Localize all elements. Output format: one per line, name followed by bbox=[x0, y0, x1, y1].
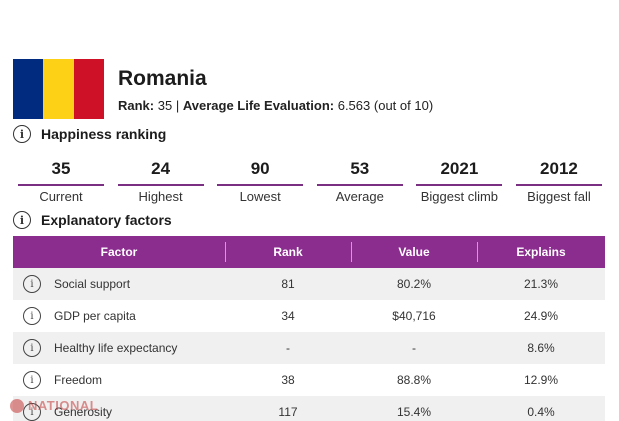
explains-cell: 12.9% bbox=[523, 373, 559, 387]
stat-value: 2012 bbox=[540, 159, 578, 178]
rank-summary: Rank: 35 | Average Life Evaluation: 6.56… bbox=[118, 98, 433, 113]
header-value: Value bbox=[351, 236, 477, 268]
rank-cell: 117 bbox=[278, 405, 298, 419]
stat-label: Biggest fall bbox=[527, 189, 591, 204]
header-rank: Rank bbox=[225, 236, 351, 268]
stat-current: 35 Current bbox=[18, 158, 104, 204]
factor-cell: i Healthy life expectancy bbox=[13, 339, 225, 357]
country-flag bbox=[13, 59, 104, 119]
table-row: i Freedom 38 88.8% 12.9% bbox=[13, 364, 605, 396]
rank-cell: 34 bbox=[281, 309, 295, 323]
stat-divider bbox=[416, 184, 503, 186]
info-icon[interactable]: i bbox=[23, 275, 41, 293]
watermark-dot-icon bbox=[10, 398, 24, 413]
stat-value: 24 bbox=[151, 159, 171, 178]
info-icon[interactable]: i bbox=[23, 371, 41, 389]
stat-label: Lowest bbox=[239, 189, 281, 204]
stat-label: Average bbox=[335, 189, 384, 204]
factor-cell: i Freedom bbox=[13, 371, 225, 389]
value-cell: 80.2% bbox=[396, 277, 432, 291]
explains-cell: 0.4% bbox=[527, 405, 555, 419]
factor-cell: i Social support bbox=[13, 275, 225, 293]
factor-cell: i GDP per capita bbox=[13, 307, 225, 325]
country-name: Romania bbox=[118, 67, 207, 90]
explains-cell: 24.9% bbox=[523, 309, 559, 323]
explanatory-factors-heading: i Explanatory factors bbox=[13, 211, 172, 229]
value-cell: - bbox=[412, 341, 416, 355]
value-cell: 15.4% bbox=[396, 405, 432, 419]
factor-name: Social support bbox=[54, 277, 131, 291]
stat-biggest-climb: 2021 Biggest climb bbox=[416, 158, 503, 204]
stat-label: Highest bbox=[138, 189, 183, 204]
info-icon[interactable]: i bbox=[13, 211, 31, 229]
stat-label: Biggest climb bbox=[420, 189, 499, 204]
factor-name: Healthy life expectancy bbox=[54, 341, 178, 355]
table-row: i GDP per capita 34 $40,716 24.9% bbox=[13, 300, 605, 332]
stat-biggest-fall: 2012 Biggest fall bbox=[515, 158, 602, 204]
header-factor: Factor bbox=[100, 245, 138, 259]
info-icon[interactable]: i bbox=[13, 125, 31, 143]
stat-lowest: 90 Lowest bbox=[217, 158, 304, 204]
stat-value: 35 bbox=[51, 159, 71, 178]
stat-highest: 24 Highest bbox=[117, 158, 204, 204]
flag-stripe-yellow bbox=[43, 59, 74, 119]
header-explains: Explains bbox=[477, 236, 605, 268]
info-icon[interactable]: i bbox=[23, 307, 41, 325]
table-row: i Social support 81 80.2% 21.3% bbox=[13, 268, 605, 300]
stat-value: 53 bbox=[350, 159, 370, 178]
stat-divider bbox=[515, 184, 602, 186]
flag-stripe-blue bbox=[13, 59, 44, 119]
stat-divider bbox=[217, 184, 304, 186]
stat-value: 2021 bbox=[440, 159, 479, 178]
stat-divider bbox=[316, 184, 403, 186]
explains-cell: 8.6% bbox=[527, 341, 555, 355]
value-cell: $40,716 bbox=[392, 309, 436, 323]
rank-cell: 38 bbox=[281, 373, 295, 387]
factors-table: Factor Rank Value Explains i Social supp… bbox=[13, 236, 605, 421]
factor-name: Generosity bbox=[54, 405, 113, 419]
flag-stripe-red bbox=[73, 59, 104, 119]
life-eval-label: Average Life Evaluation: bbox=[182, 98, 335, 113]
stat-divider bbox=[18, 184, 104, 186]
table-header: Factor Rank Value Explains bbox=[13, 236, 605, 268]
section-title: Happiness ranking bbox=[41, 126, 167, 142]
info-icon[interactable]: i bbox=[23, 339, 41, 357]
stat-label: Current bbox=[39, 189, 83, 204]
section-title: Explanatory factors bbox=[41, 212, 172, 228]
rank-cell: - bbox=[286, 341, 290, 355]
rank-label: Rank: bbox=[118, 98, 155, 113]
happiness-ranking-heading: i Happiness ranking bbox=[13, 125, 166, 143]
watermark-text: NATIONAL bbox=[28, 398, 99, 413]
rank-value: 35 bbox=[157, 98, 173, 113]
rank-cell: 81 bbox=[281, 277, 295, 291]
life-eval-value: 6.563 bbox=[337, 98, 371, 113]
explains-cell: 21.3% bbox=[523, 277, 559, 291]
table-row: i Generosity 117 15.4% 0.4% bbox=[13, 396, 605, 421]
factor-name: GDP per capita bbox=[54, 309, 136, 323]
stat-divider bbox=[117, 184, 204, 186]
stat-average: 53 Average bbox=[316, 158, 403, 204]
table-row: i Healthy life expectancy - - 8.6% bbox=[13, 332, 605, 364]
ranking-stats: 35 Current 24 Highest 90 Lowest 53 Avera… bbox=[18, 158, 602, 204]
factor-name: Freedom bbox=[54, 373, 103, 387]
rank-separator: | bbox=[175, 98, 180, 113]
life-eval-suffix: (out of 10) bbox=[373, 98, 434, 113]
value-cell: 88.8% bbox=[396, 373, 432, 387]
watermark-logo: NATIONAL bbox=[10, 398, 98, 413]
stat-value: 90 bbox=[250, 159, 270, 178]
